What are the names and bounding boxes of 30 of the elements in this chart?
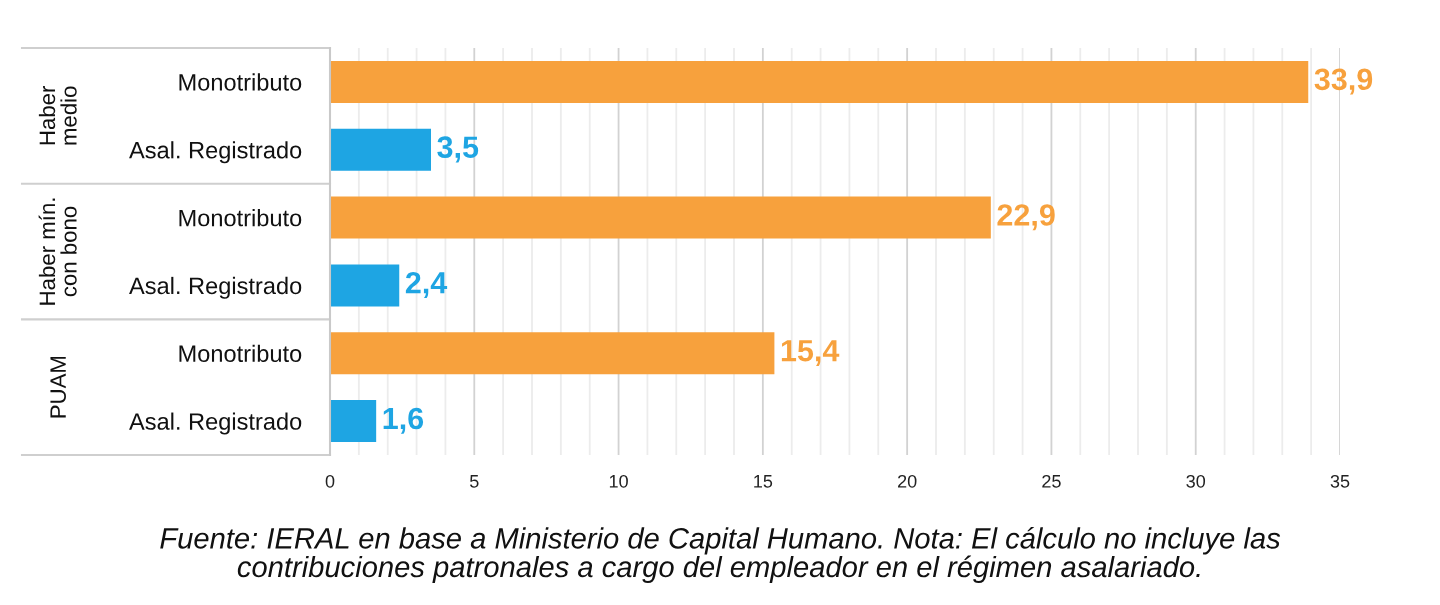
data-label: 3,5 [437, 136, 479, 163]
text: Haber medio [38, 85, 77, 145]
x-tick-label: 20 [898, 474, 917, 488]
x-tick-label: 35 [1330, 474, 1350, 488]
x-tick-label: 10 [609, 474, 628, 488]
bar [330, 60, 1309, 103]
y-tick-label: Asal. Registrado [129, 141, 302, 164]
x-tick-label: 25 [1042, 474, 1061, 488]
x-tick-label: 30 [1186, 474, 1206, 488]
bar [330, 196, 991, 239]
data-label: 2,4 [405, 271, 448, 299]
bar [330, 400, 377, 443]
text: PUAM [50, 356, 66, 418]
data-label: 22,9 [997, 204, 1055, 231]
x-tick-label: 5 [469, 475, 479, 488]
y-tick-label: Monotributo [179, 209, 302, 227]
y-tick-label: Monotributo [179, 344, 302, 363]
bar [330, 264, 400, 307]
x-tick-label: 0 [325, 474, 335, 488]
bar [330, 128, 431, 171]
text: Haber mín. con bono [38, 198, 77, 305]
data-label: 1,6 [383, 407, 424, 434]
data-label: 33,9 [1314, 68, 1373, 95]
y-tick-label: Asal. Registrado [129, 412, 302, 435]
x-tick-label: 15 [754, 475, 773, 488]
y-tick-label: Asal. Registrado [129, 276, 302, 299]
data-label: 15,4 [781, 340, 840, 366]
source-note: Fuente: IERAL en base a Ministerio de Capital Humano. Nota: El cálculo no incluye las contribuciones patronales a cargo del empleador en el régimen asalariado. [160, 526, 1281, 584]
y-tick-label: Monotributo [179, 73, 302, 91]
bar [330, 332, 775, 375]
